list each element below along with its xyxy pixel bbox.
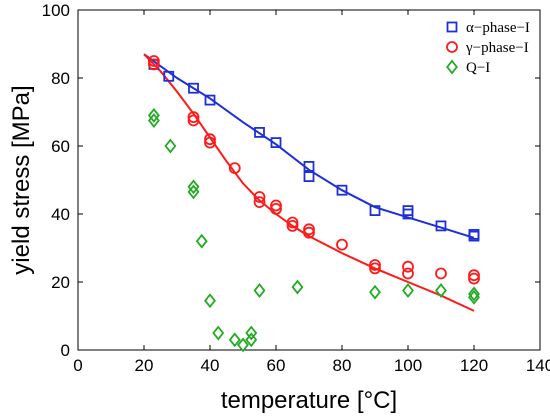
x-axis-label: temperature [°C]: [221, 387, 397, 414]
data-point-circle: [204, 136, 216, 149]
data-point-diamond: [147, 113, 160, 128]
legend-marker: [446, 21, 458, 33]
data-point-square: [303, 171, 315, 183]
ticks-layer: 0 20 40 60 80 100 120 140 0 20 40 60 80 100: [42, 1, 550, 375]
data-point-circle: [187, 111, 200, 123]
data-point-circle: [402, 260, 414, 273]
data-point-diamond: [187, 179, 200, 195]
data-point-diamond: [253, 283, 266, 298]
data-point-circle: [286, 216, 299, 229]
y-tick-label: 100: [42, 1, 70, 20]
data-point-diamond: [468, 286, 480, 302]
legend-marker: [446, 41, 458, 53]
data-point-diamond: [435, 283, 447, 298]
data-point-circle: [253, 196, 266, 209]
x-tick-label: 100: [394, 356, 422, 375]
data-point-circle: [303, 226, 315, 239]
x-tick-label: 140: [526, 356, 550, 375]
data-point-circle: [468, 269, 480, 282]
data-point-circle: [228, 162, 241, 175]
data-point-circle: [270, 199, 282, 212]
data-point-square: [204, 94, 216, 106]
data-point-diamond: [228, 332, 241, 348]
data-point-diamond: [237, 337, 249, 353]
data-points-layer: [147, 55, 480, 353]
data-point-circle: [336, 238, 348, 251]
data-point-circle: [402, 267, 414, 280]
y-tick-label: 80: [51, 69, 70, 88]
data-point-circle: [147, 58, 160, 71]
data-point-diamond: [204, 293, 216, 309]
data-point-square: [254, 127, 265, 138]
data-point-diamond: [212, 325, 225, 341]
data-point-circle: [253, 191, 266, 203]
y-tick-label: 60: [51, 137, 70, 156]
data-point-diamond: [291, 279, 304, 295]
fit-line: [143, 53, 475, 312]
legend-entry-label: γ−phase−I: [465, 40, 529, 56]
data-point-circle: [270, 202, 282, 215]
data-point-diamond: [147, 107, 160, 123]
y-tick-label: 20: [51, 273, 70, 292]
fit-lines-layer: [143, 53, 475, 312]
data-point-square: [188, 82, 199, 94]
x-tick-label: 20: [135, 356, 154, 375]
x-tick-label: 80: [333, 356, 352, 375]
data-point-square: [435, 220, 447, 232]
data-point-square: [369, 205, 381, 217]
data-point-square: [336, 184, 348, 196]
legend: α−phase−I γ−phase−I Q−I: [446, 20, 530, 76]
data-point-circle: [147, 55, 160, 67]
y-tick-label: 0: [61, 341, 70, 360]
data-point-square: [270, 137, 282, 149]
data-point-square: [402, 208, 414, 220]
data-point-square: [163, 70, 175, 82]
data-point-circle: [204, 133, 216, 146]
data-point-circle: [303, 223, 315, 236]
x-tick-label: 0: [73, 356, 82, 375]
data-point-circle: [468, 272, 480, 285]
data-point-diamond: [187, 184, 200, 200]
data-point-square: [468, 230, 480, 242]
data-point-circle: [369, 259, 381, 271]
data-point-diamond: [164, 138, 177, 154]
data-point-square: [303, 160, 315, 172]
y-tick-label: 40: [51, 205, 70, 224]
legend-entry-label: α−phase−I: [466, 20, 530, 36]
data-point-diamond: [245, 332, 258, 348]
data-point-diamond: [402, 283, 414, 298]
data-point-diamond: [245, 325, 258, 341]
y-axis-label: yield stress [MPa]: [8, 85, 35, 274]
legend-marker: [446, 59, 458, 75]
data-point-circle: [286, 219, 299, 232]
x-tick-label: 40: [201, 356, 220, 375]
x-tick-label: 60: [267, 356, 286, 375]
data-point-circle: [435, 267, 447, 280]
legend-entry-label: Q−I: [466, 60, 490, 76]
data-point-circle: [369, 262, 381, 275]
data-point-circle: [187, 114, 200, 127]
fit-line: [143, 53, 475, 239]
x-tick-label: 120: [460, 356, 488, 375]
data-point-diamond: [195, 233, 208, 249]
data-point-diamond: [468, 289, 480, 305]
data-point-diamond: [369, 284, 381, 300]
